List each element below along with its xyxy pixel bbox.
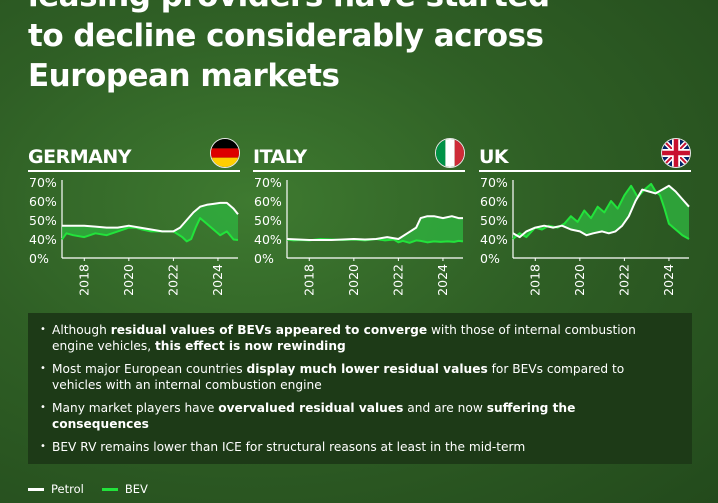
key-findings-box: Although residual values of BEVs appeare… (28, 313, 692, 464)
legend-label: Petrol (51, 482, 84, 496)
title-rule (253, 170, 465, 172)
bullet-text: Although (52, 323, 111, 337)
gap-area (513, 184, 689, 239)
x-tick-label: 2020 (572, 264, 587, 296)
bullet-text: BEV RV remains lower than ICE for struct… (52, 440, 526, 454)
bullet-emphasis: display much lower residual values (246, 362, 488, 376)
x-tick-label: 2020 (346, 264, 361, 296)
y-tick-label: 40% (480, 232, 508, 247)
y-tick-label: 70% (480, 175, 508, 190)
bullet-emphasis: suffering the consequences (52, 401, 576, 431)
chart-title: ITALY (253, 146, 307, 168)
italy-flag-icon (435, 138, 465, 168)
y-tick-label: 0% (29, 251, 49, 266)
y-tick-label: 70% (29, 175, 57, 190)
headline: leasing providers have started to declin… (28, 0, 550, 96)
chart-title: UK (479, 146, 509, 168)
bullet-list: Although residual values of BEVs appeare… (40, 322, 676, 455)
x-tick-label: 2018 (76, 264, 91, 296)
x-tick-label: 2022 (165, 264, 180, 296)
y-tick-label: 0% (254, 251, 274, 266)
y-tick-label: 60% (29, 194, 57, 209)
y-tick-label: 40% (254, 232, 282, 247)
line-chart-uk: 70% 60% 50% 40% 0% 2018 2020 2022 2024 (480, 175, 690, 296)
bullet-emphasis: residual values of BEVs appeared to conv… (110, 323, 428, 337)
petrol-line (62, 201, 239, 233)
bullet-item: Most major European countries display mu… (40, 361, 676, 393)
x-tick-label: 2020 (121, 264, 136, 296)
headline-line-3: European markets (28, 58, 340, 94)
bullet-emphasis: overvalued residual values (218, 401, 404, 415)
headline-line-2: to decline considerably across (28, 18, 544, 54)
x-tick-label: 2024 (435, 264, 450, 296)
y-tick-label: 50% (254, 213, 282, 228)
y-tick-label: 70% (254, 175, 282, 190)
y-tick-label: 60% (480, 194, 508, 209)
title-rule (479, 170, 691, 172)
bullet-text: and are now (403, 401, 487, 415)
legend-swatch (28, 487, 44, 491)
bullet-text: Many market players have (52, 401, 219, 415)
chart-panel-italy: ITALY 70% 60% 50% 40% 0% 2018 2020 2022 2024 (253, 138, 465, 316)
line-chart-germany: 70% 60% 50% 40% 0% 2018 2020 2022 2024 (29, 175, 239, 296)
bullet-emphasis: this effect is now rewinding (154, 339, 346, 353)
chart-panel-germany: GERMANY 70% 60% 50% 40% 0% 2018 2020 2022 2024 (28, 138, 240, 316)
legend-item: BEV (101, 482, 148, 496)
legend-swatch (101, 487, 118, 491)
petrol-line (512, 184, 690, 239)
petrol-line (286, 215, 463, 241)
bullet-text: for BEVs compared to vehicles with an in… (52, 362, 625, 392)
x-tick-label: 2018 (527, 264, 542, 296)
uk-flag-icon (661, 138, 691, 168)
bullet-text: Most major European countries (52, 362, 247, 376)
x-tick-label: 2022 (616, 264, 631, 296)
y-tick-label: 60% (254, 194, 282, 209)
line-chart-italy: 70% 60% 50% 40% 0% 2018 2020 2022 2024 (254, 175, 464, 296)
legend-item: Petrol (28, 482, 84, 496)
bullet-text: with those of internal combustion engine… (52, 323, 636, 353)
chart-legend: Petrol BEV (28, 481, 166, 497)
y-tick-label: 0% (480, 251, 500, 266)
germany-flag-icon (210, 138, 240, 168)
headline-line-1: leasing providers have started (28, 0, 550, 16)
chart-title: GERMANY (28, 146, 131, 168)
chart-panel-uk: UK 70% 60% 50% 40% 0% 2018 2020 2022 2024 (479, 138, 691, 316)
x-tick-label: 2022 (390, 264, 405, 296)
y-tick-label: 50% (480, 213, 508, 228)
bullet-item: Many market players have overvalued resi… (40, 400, 676, 432)
y-tick-label: 40% (29, 232, 57, 247)
y-tick-label: 50% (29, 213, 57, 228)
bullet-item: BEV RV remains lower than ICE for struct… (40, 439, 676, 455)
x-tick-label: 2024 (661, 264, 676, 296)
bullet-item: Although residual values of BEVs appeare… (40, 322, 676, 354)
x-tick-label: 2024 (210, 264, 225, 296)
x-tick-label: 2018 (301, 264, 316, 296)
title-rule (28, 170, 240, 172)
legend-label: BEV (124, 482, 148, 496)
